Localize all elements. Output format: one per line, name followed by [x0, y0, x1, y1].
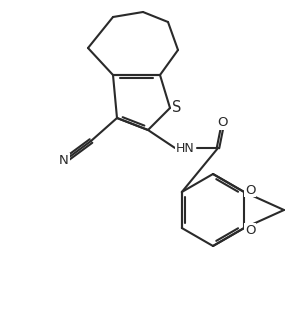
Text: HN: HN	[176, 141, 194, 154]
Text: S: S	[172, 100, 182, 116]
Text: O: O	[245, 184, 255, 197]
Text: O: O	[245, 224, 255, 237]
Text: O: O	[217, 117, 227, 130]
Text: N: N	[59, 153, 69, 166]
